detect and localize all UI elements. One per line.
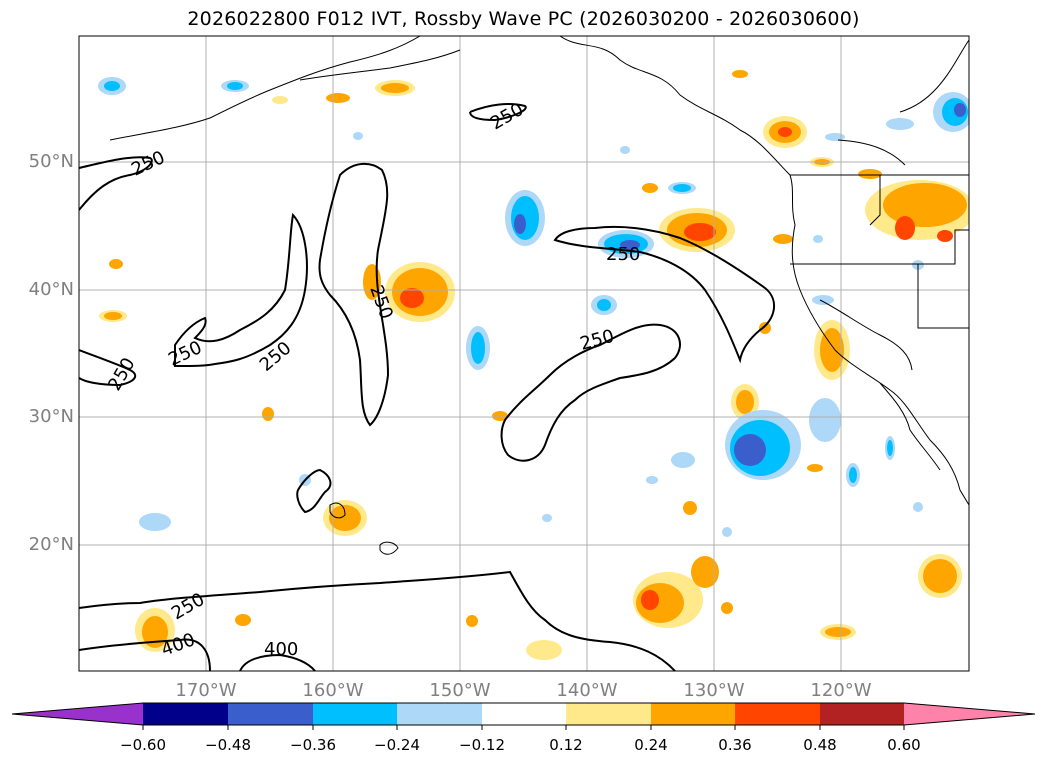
colorbar-swatch <box>313 703 397 725</box>
contour-labels: 250 250 250 250 250 250 250 250 250 400 … <box>104 99 640 661</box>
map-frame <box>78 35 970 672</box>
lon-label: 160°W <box>302 680 364 701</box>
lon-label: 150°W <box>429 680 491 701</box>
colorbar-swatch <box>228 703 313 725</box>
contour-label: 250 <box>168 589 208 624</box>
lat-label: 40°N <box>28 279 74 300</box>
coastlines <box>109 36 969 555</box>
ivt-contours <box>79 103 775 671</box>
colorbar-tick-label: 0.48 <box>803 736 837 754</box>
colorbar-swatch <box>651 703 735 725</box>
contour-label: 250 <box>578 326 617 355</box>
colorbar-tick-label: 0.60 <box>887 736 921 754</box>
lon-label: 130°W <box>683 680 745 701</box>
lat-label: 30°N <box>28 406 74 427</box>
map-plot-area: 250 250 250 250 250 250 250 250 250 400 … <box>79 36 969 671</box>
colorbar-tick-label: −0.60 <box>120 736 166 754</box>
contour-label: 250 <box>256 338 296 376</box>
colorbar-swatch <box>482 703 566 725</box>
contour-label: 250 <box>606 244 640 265</box>
colorbar-tick-label: −0.24 <box>374 736 420 754</box>
negative-anomaly-shading <box>98 77 969 537</box>
colorbar-extend-max <box>904 703 1035 725</box>
gridlines <box>79 36 969 671</box>
lon-label: 170°W <box>175 680 237 701</box>
colorbar-tick-label: 0.12 <box>549 736 583 754</box>
colorbar-tick-label: 0.36 <box>718 736 752 754</box>
contour-label: 400 <box>264 639 298 660</box>
lat-label: 20°N <box>28 534 74 555</box>
colorbar-tick-label: 0.24 <box>634 736 668 754</box>
colorbar-tick-label: −0.48 <box>205 736 251 754</box>
colorbar-swatch <box>566 703 651 725</box>
contour-label: 250 <box>128 147 168 181</box>
lat-label: 50°N <box>28 151 74 172</box>
lon-label: 140°W <box>556 680 618 701</box>
colorbar-swatch <box>397 703 482 725</box>
colorbar <box>11 702 1036 730</box>
colorbar-swatch <box>735 703 820 725</box>
colorbar-tick-label: −0.12 <box>459 736 505 754</box>
colorbar-extend-min <box>12 703 143 725</box>
map-title: 2026022800 F012 IVT, Rossby Wave PC (202… <box>187 8 860 30</box>
positive-anomaly-shading <box>99 70 969 660</box>
colorbar-swatch <box>143 703 228 725</box>
colorbar-tick-label: −0.36 <box>290 736 336 754</box>
lon-label: 120°W <box>810 680 872 701</box>
colorbar-swatch <box>820 703 904 725</box>
